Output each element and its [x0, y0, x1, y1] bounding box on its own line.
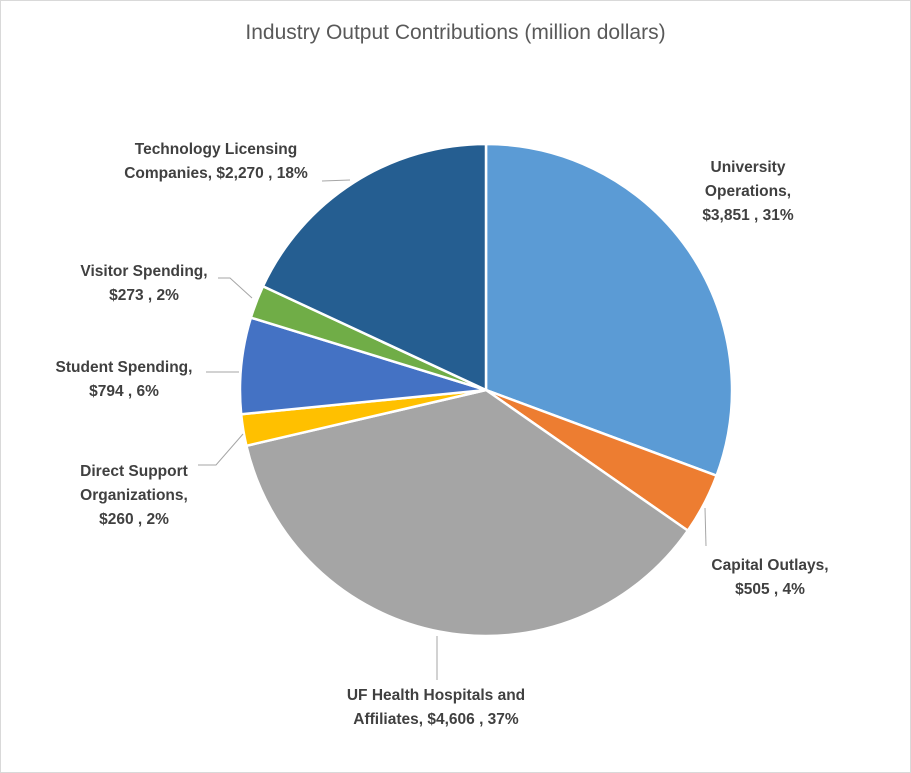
- data-label-uf-health-hospitals-and-affiliates: UF Health Hospitals and Affiliates, $4,60…: [347, 687, 525, 728]
- data-label-line: University: [711, 159, 786, 176]
- data-label-capital-outlays: Capital Outlays, $505 , 4%: [711, 557, 828, 598]
- pie-slice-university-operations: [484, 142, 734, 477]
- data-label-line: Capital Outlays,: [711, 557, 828, 574]
- data-label-direct-support-organizations: Direct Support Organizations, $260 , 2%: [80, 463, 188, 528]
- pie-slice-technology-licensing-companies: [261, 142, 488, 392]
- data-label-line: $505 , 4%: [735, 581, 805, 598]
- data-label-line: $3,851 , 31%: [702, 207, 794, 224]
- data-label-line: Visitor Spending,: [80, 263, 207, 280]
- leader-line: [198, 433, 244, 466]
- data-label-line: Operations,: [705, 183, 791, 200]
- data-label-visitor-spending: Visitor Spending, $273 , 2%: [80, 263, 207, 304]
- leader-line: [321, 179, 351, 182]
- chart-title: Industry Output Contributions (million d…: [245, 21, 666, 44]
- data-label-line: Direct Support: [80, 463, 188, 480]
- leader-line: [704, 507, 707, 547]
- data-label-line: Technology Licensing: [135, 141, 297, 158]
- data-label-university-operations: University Operations, $3,851 , 31%: [702, 159, 794, 224]
- data-label-technology-licensing-companies: Technology Licensing Companies, $2,270 , …: [124, 141, 308, 182]
- data-label-line: UF Health Hospitals and: [347, 687, 525, 704]
- data-label-line: $260 , 2%: [99, 511, 169, 528]
- pie-slice-uf-health-hospitals-and-affiliates: [245, 388, 690, 638]
- leader-line: [218, 277, 253, 299]
- data-label-line: $794 , 6%: [89, 383, 159, 400]
- data-label-line: Companies, $2,270 , 18%: [124, 165, 308, 182]
- data-label-line: $273 , 2%: [109, 287, 179, 304]
- data-label-line: Student Spending,: [56, 359, 193, 376]
- data-label-student-spending: Student Spending, $794 , 6%: [56, 359, 193, 400]
- data-label-line: Affiliates, $4,606 , 37%: [353, 711, 519, 728]
- data-label-line: Organizations,: [80, 487, 188, 504]
